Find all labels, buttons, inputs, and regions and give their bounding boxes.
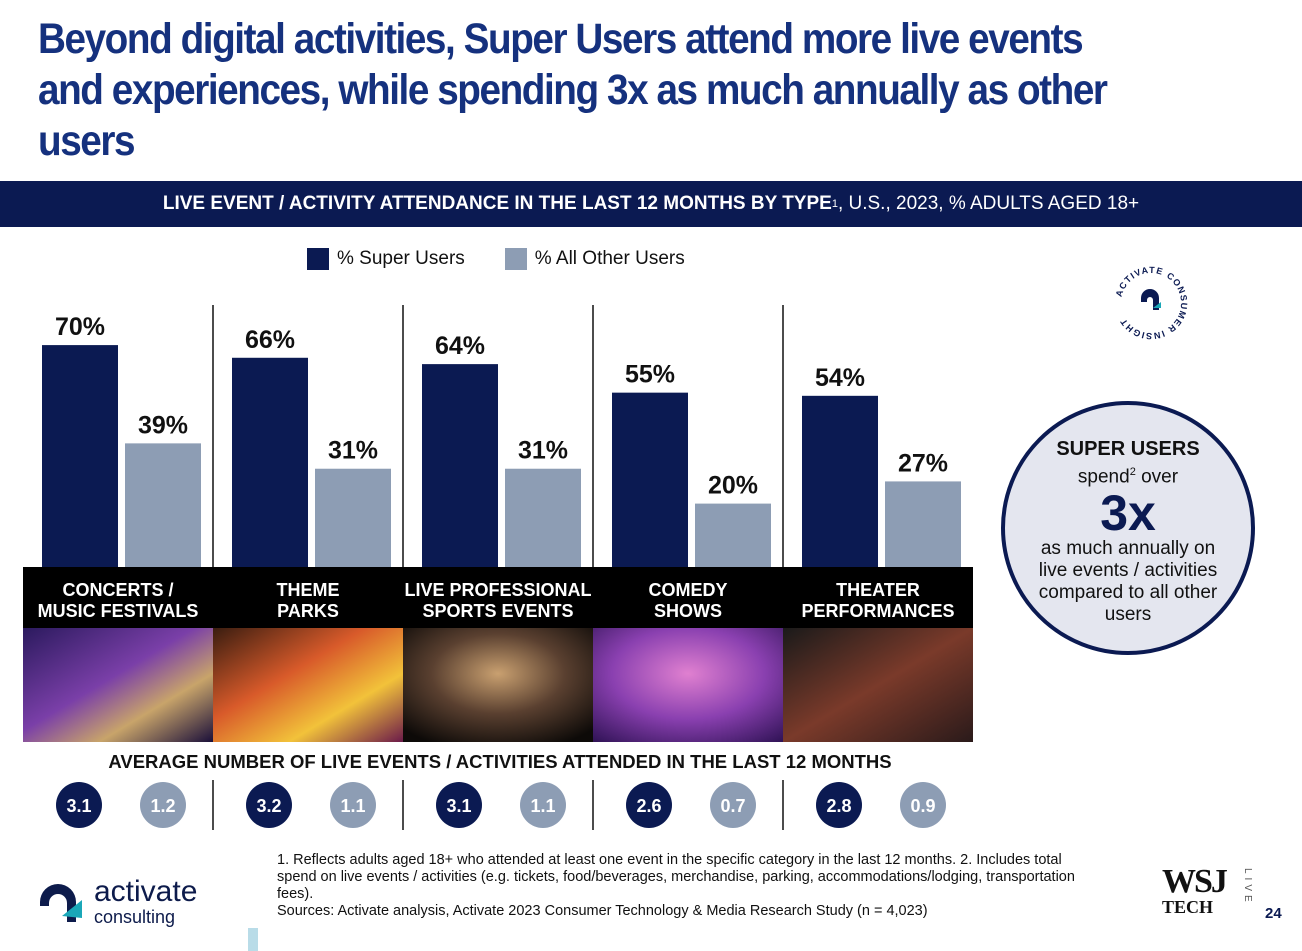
value-label-super: 64% [435,332,485,360]
category-label: LIVE PROFESSIONAL [404,580,591,600]
banner-subtitle: , U.S., 2023, % ADULTS AGED 18+ [837,193,1140,214]
avg-bubble-super [816,782,862,828]
logo-sub: consulting [94,907,176,927]
category-label: SPORTS EVENTS [422,601,573,621]
wsj-mark: WSJ [1162,863,1228,900]
avg-bubble-super [246,782,292,828]
bar-other [885,481,961,567]
callout-multiplier: 3x [1100,485,1156,542]
avg-value-other: 1.1 [530,796,555,816]
bar-other [695,503,771,567]
legend-item-super: % Super Users [307,248,465,270]
legend-swatch-other [504,248,527,270]
consumer-insight-seal-icon: ACTIVATE CONSUMER INSIGHT [1114,265,1190,341]
wsj-tech: TECH [1162,897,1214,917]
legend-item-other: % All Other Users [504,248,685,270]
wsj-live: LIVE [1242,868,1253,906]
legend-label-other: % All Other Users [534,248,685,269]
category-photo [593,628,783,742]
value-label-super: 55% [625,361,675,389]
category-header [783,567,973,628]
chart-banner: LIVE EVENT / ACTIVITY ATTENDANCE IN THE … [0,181,1302,227]
chart-legend: % Super Users % All Other Users [307,248,725,270]
banner-title: LIVE EVENT / ACTIVITY ATTENDANCE IN THE … [162,193,832,214]
banner-footnote-mark: 1 [831,198,838,210]
avg-bubble-other [710,782,756,828]
avg-bubble-other [140,782,186,828]
logo-name: activate [94,875,198,908]
category-label: SHOWS [654,601,722,621]
bar-other [315,468,391,567]
category-label: CONCERTS / [62,580,173,600]
averages-title: AVERAGE NUMBER OF LIVE EVENTS / ACTIVITI… [108,751,892,772]
category-header [23,567,213,628]
avg-value-other: 1.2 [150,796,175,816]
category-header [403,567,593,628]
value-label-other: 31% [518,437,568,465]
bar-super [612,392,688,567]
avg-bubble-super [436,782,482,828]
spend-callout: SUPER USERS spend2 over 3x as much annua… [1001,401,1255,655]
bar-super [42,345,118,567]
bar-super [232,357,308,567]
activate-logo: activate consulting [36,877,197,927]
decorative-tab [248,928,258,951]
category-label: COMEDY [648,580,727,600]
category-label: MUSIC FESTIVALS [38,601,199,621]
category-header [593,567,783,628]
category-photo [783,628,973,742]
value-label-super: 70% [55,313,105,341]
legend-swatch-super [307,248,329,270]
value-label-other: 31% [328,437,378,465]
page-title: Beyond digital activities, Super Users a… [38,15,1108,165]
avg-value-super: 3.2 [256,796,281,816]
bar-super [422,364,498,567]
category-label: PARKS [277,601,339,621]
avg-value-other: 1.1 [340,796,365,816]
avg-value-super: 3.1 [66,796,91,816]
value-label-super: 66% [245,326,295,354]
value-label-other: 27% [898,449,948,477]
avg-value-super: 3.1 [446,796,471,816]
category-photo [213,628,403,742]
avg-value-other: 0.9 [910,796,935,816]
callout-heading: SUPER USERS [1056,438,1200,460]
callout-spend-line: spend2 over [1077,466,1179,488]
value-label-other: 20% [708,472,758,500]
bar-super [802,395,878,567]
callout-description: as much annually on live events / activi… [1038,538,1218,626]
footnote-sources: Sources: Activate analysis, Activate 202… [277,903,928,919]
svg-text:ACTIVATE CONSUMER INSIGHT: ACTIVATE CONSUMER INSIGHT [1114,265,1190,341]
bar-other [125,443,201,567]
avg-bubble-other [900,782,946,828]
avg-value-super: 2.6 [636,796,661,816]
avg-value-super: 2.8 [826,796,851,816]
avg-bubble-super [626,782,672,828]
avg-bubble-other [520,782,566,828]
category-header [213,567,403,628]
page-number: 24 [1265,905,1282,922]
value-label-other: 39% [138,411,188,439]
footnote-definitions: 1. Reflects adults aged 18+ who attended… [277,852,1075,902]
bar-chart: 70% 39% 66% 31% 64% 31% 55% 20% 54% 27% CONCERTS … [23,305,973,830]
value-label-super: 54% [815,364,865,392]
avg-bubble-super [56,782,102,828]
category-label: THEME [277,580,340,600]
avg-value-other: 0.7 [720,796,745,816]
category-label: PERFORMANCES [801,601,954,621]
bar-other [505,468,581,567]
category-photo [403,628,593,742]
category-photo [23,628,213,742]
activate-logo-icon [40,884,82,922]
wsj-tech-live-logo: WSJ TECH LIVE [1162,863,1253,917]
category-label: THEATER [836,580,920,600]
seal-text: ACTIVATE CONSUMER INSIGHT [1114,265,1188,341]
footnotes: 1. Reflects adults aged 18+ who attended… [277,852,1097,920]
avg-bubble-other [330,782,376,828]
legend-label-super: % Super Users [337,248,465,269]
